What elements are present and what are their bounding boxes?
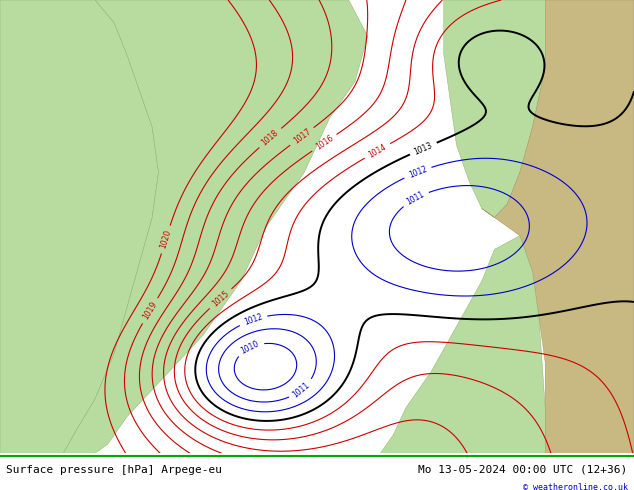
Text: 1016: 1016 [314,134,335,152]
Text: 1011: 1011 [291,380,312,399]
Text: Surface pressure [hPa] Arpege-eu: Surface pressure [hPa] Arpege-eu [6,465,223,475]
Text: 1014: 1014 [367,142,388,159]
Text: © weatheronline.co.uk: © weatheronline.co.uk [522,483,628,490]
Text: 1019: 1019 [141,300,159,321]
Polygon shape [0,0,158,453]
Text: 1020: 1020 [158,229,173,250]
Text: 1012: 1012 [407,165,428,180]
Text: 1012: 1012 [243,313,264,327]
Text: 1018: 1018 [260,128,280,147]
Text: 1015: 1015 [210,289,231,308]
Text: 1017: 1017 [292,127,313,146]
Polygon shape [380,236,545,453]
Text: 1010: 1010 [240,339,261,356]
Text: 1011: 1011 [405,190,426,207]
Text: 1013: 1013 [413,141,434,156]
Polygon shape [482,0,634,453]
Polygon shape [63,0,368,453]
Polygon shape [444,0,545,218]
Text: Mo 13-05-2024 00:00 UTC (12+36): Mo 13-05-2024 00:00 UTC (12+36) [418,465,628,475]
